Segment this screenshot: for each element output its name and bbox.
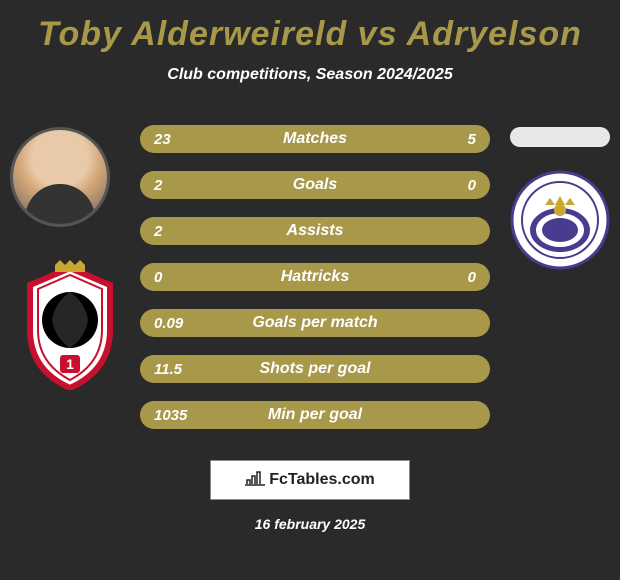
footer-date: 16 february 2025	[255, 516, 366, 532]
stat-row: 11.5 Shots per goal	[140, 355, 490, 383]
stats-section: 23 Matches 5 2 Goals 0 2 Assists 0 Hattr…	[140, 125, 490, 447]
infographic-container: Toby Alderweireld vs Adryelson Club comp…	[0, 0, 620, 580]
stat-label: Goals per match	[140, 314, 490, 332]
stat-label: Hattricks	[140, 268, 490, 286]
stat-row: 0.09 Goals per match	[140, 309, 490, 337]
svg-text:1: 1	[66, 356, 74, 372]
stat-row: 2 Goals 0	[140, 171, 490, 199]
chart-icon	[245, 470, 265, 491]
stat-right-value: 5	[468, 131, 476, 148]
stat-left-value: 23	[154, 131, 171, 148]
club-left-badge: 1	[10, 260, 130, 390]
stat-label: Min per goal	[140, 406, 490, 424]
stat-label: Assists	[140, 222, 490, 240]
stat-row: 23 Matches 5	[140, 125, 490, 153]
footer-brand-text: FcTables.com	[269, 471, 375, 489]
stat-right-value: 0	[468, 177, 476, 194]
stat-label: Matches	[140, 130, 490, 148]
page-title: Toby Alderweireld vs Adryelson	[10, 15, 610, 54]
stat-left-value: 11.5	[154, 361, 182, 378]
club-right-badge	[510, 170, 610, 270]
stat-right-value: 0	[468, 269, 476, 286]
stat-left-value: 1035	[154, 407, 187, 424]
stat-row: 1035 Min per goal	[140, 401, 490, 429]
stat-left-value: 0	[154, 269, 162, 286]
player-left-avatar	[10, 127, 110, 227]
player-right-avatar	[510, 127, 610, 147]
subtitle: Club competitions, Season 2024/2025	[10, 66, 610, 84]
stat-label: Shots per goal	[140, 360, 490, 378]
stat-row: 2 Assists	[140, 217, 490, 245]
club-left-shield-icon: 1	[10, 260, 130, 390]
stat-label: Goals	[140, 176, 490, 194]
stat-row: 0 Hattricks 0	[140, 263, 490, 291]
stat-left-value: 2	[154, 223, 162, 240]
club-right-crest-icon	[510, 170, 610, 270]
stat-left-value: 0.09	[154, 315, 183, 332]
footer-brand: FcTables.com	[210, 460, 410, 500]
stat-left-value: 2	[154, 177, 162, 194]
